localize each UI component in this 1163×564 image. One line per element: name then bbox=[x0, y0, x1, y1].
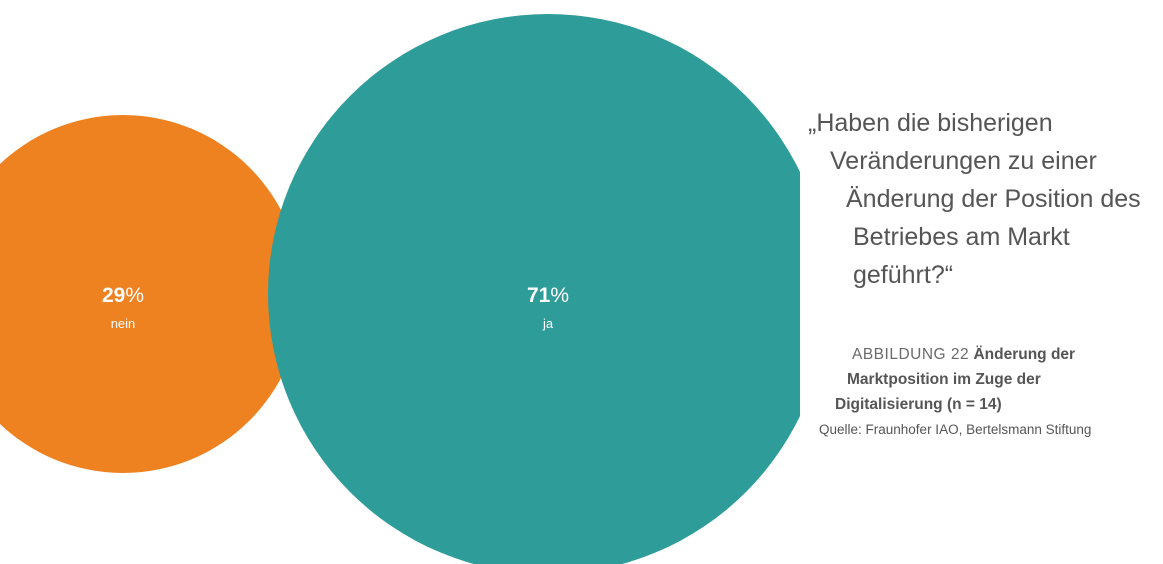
bubble-nein-label: nein bbox=[111, 316, 136, 331]
bubble-nein-unit: % bbox=[125, 284, 144, 307]
caption-line-2: Marktposition im Zuge der bbox=[847, 367, 1160, 392]
survey-question: „Haben die bisherigen Veränderungen zu e… bbox=[808, 104, 1163, 294]
question-line-3: Änderung der Position des bbox=[846, 185, 1141, 213]
bubble-ja: 71% ja bbox=[268, 14, 800, 564]
figure-caption: ABBILDUNG 22 Änderung der Marktposition … bbox=[800, 342, 1160, 442]
bubble-ja-circle bbox=[268, 14, 800, 564]
figure-title-2: Marktposition im Zuge der bbox=[847, 371, 1041, 388]
caption-line-3: Digitalisierung (n = 14) bbox=[835, 392, 1160, 417]
bubble-ja-value: 71% bbox=[527, 284, 569, 307]
figure-source: Quelle: Fraunhofer IAO, Bertelsmann Stif… bbox=[819, 422, 1092, 437]
bubble-chart: 29% nein 71% ja bbox=[0, 14, 800, 564]
question-line-5: geführt?“ bbox=[853, 261, 954, 289]
figure-title-3: Digitalisierung (n = 14) bbox=[835, 396, 1002, 413]
bubble-nein-value: 29% bbox=[102, 284, 144, 307]
question-line-1: „Haben die bisherigen bbox=[808, 109, 1053, 137]
question-line-2: Veränderungen zu einer bbox=[830, 147, 1097, 175]
bubble-ja-number: 71 bbox=[527, 284, 551, 307]
bubble-ja-unit: % bbox=[550, 284, 569, 307]
bubble-nein-number: 29 bbox=[102, 284, 125, 307]
caption-line-1: ABBILDUNG 22 Änderung der bbox=[852, 342, 1160, 367]
figure-title-1: Änderung der bbox=[973, 346, 1076, 363]
bubble-ja-label: ja bbox=[542, 316, 554, 331]
bubble-nein-circle bbox=[0, 115, 302, 473]
figure-number: ABBILDUNG 22 bbox=[852, 346, 970, 363]
bubble-nein: 29% nein bbox=[0, 115, 302, 473]
question-line-4: Betriebes am Markt bbox=[853, 223, 1070, 251]
